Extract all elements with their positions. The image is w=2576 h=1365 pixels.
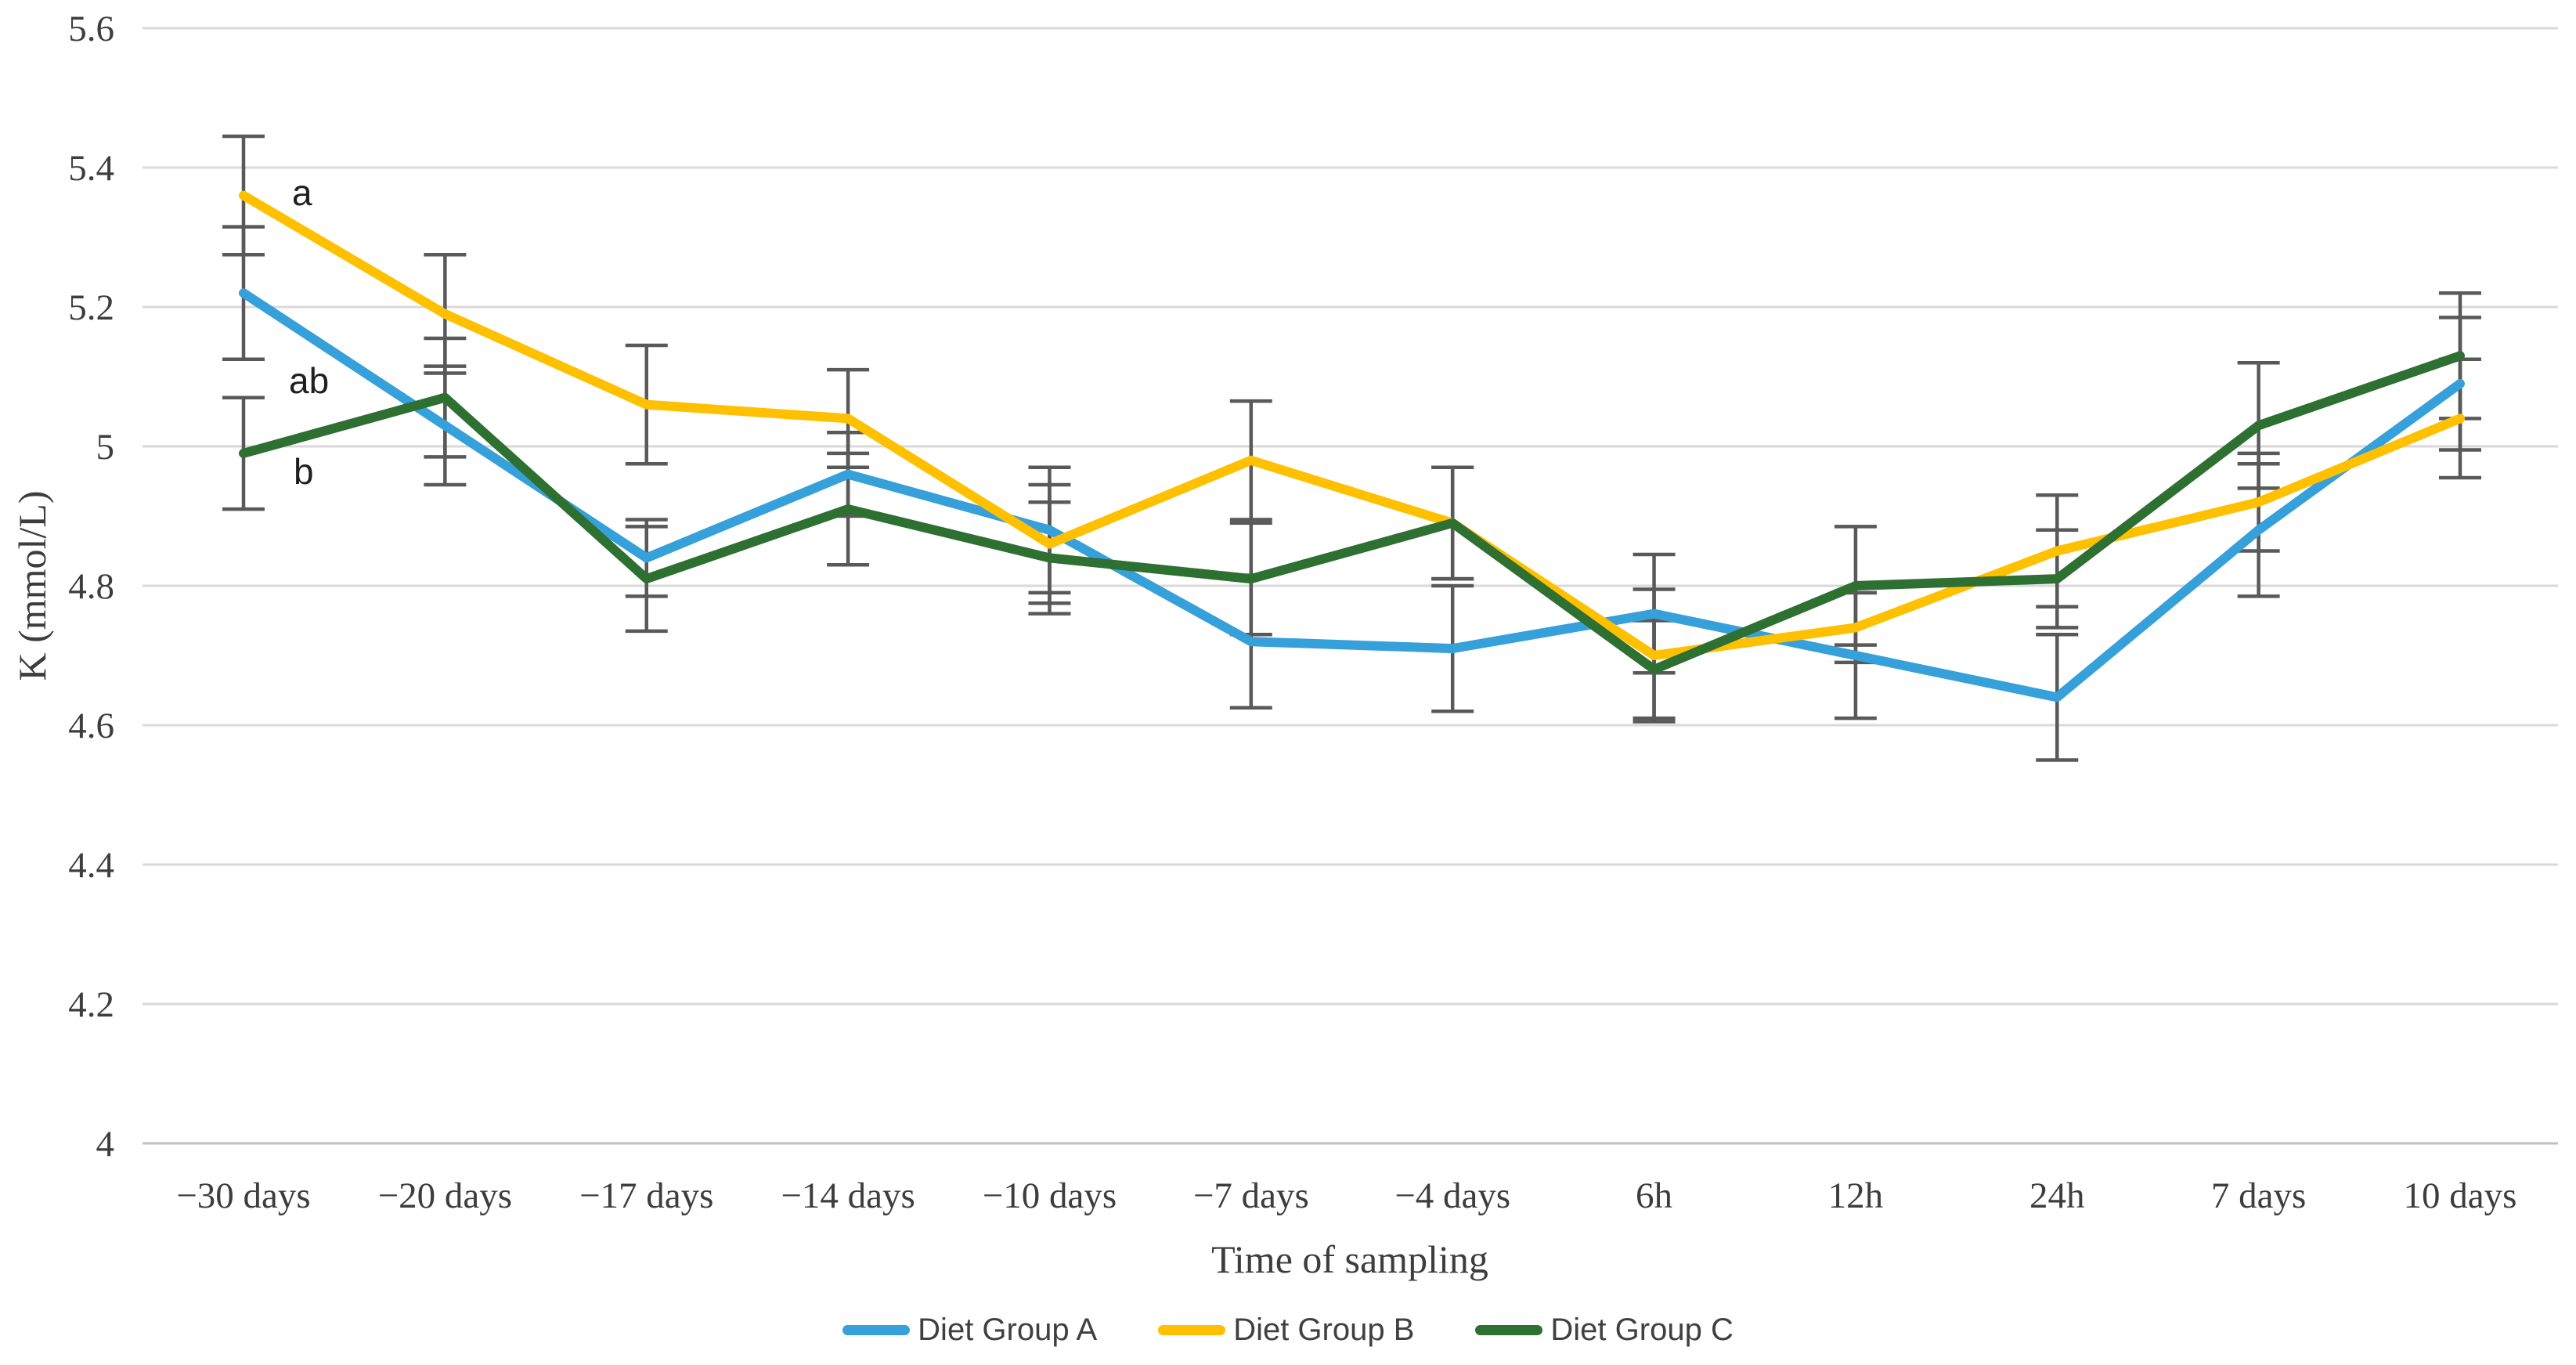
legend-label: Diet Group C [1550,1313,1734,1347]
legend-label: Diet Group A [918,1313,1098,1347]
significance-label: a [292,172,312,213]
x-tick-label: 10 days [2404,1175,2517,1216]
y-tick-label: 5.6 [68,9,114,49]
x-tick-label: −20 days [378,1175,512,1216]
annotations-layer: a ab b [289,172,329,492]
series-layer [239,190,2465,702]
x-tick-label: 7 days [2211,1175,2306,1216]
x-tick-label: −17 days [579,1175,713,1216]
y-tick-label: 5.2 [68,287,114,328]
x-tick-label: −30 days [176,1175,310,1216]
x-tick-label: −7 days [1193,1175,1309,1216]
y-tick-label: 4.8 [68,566,114,607]
error-bars-layer [222,134,2481,762]
legend: Diet Group A Diet Group B Diet Group C [0,1313,2576,1348]
legend-item-diet-group-c: Diet Group C [1475,1313,1734,1348]
x-tick-label: 12h [1828,1175,1884,1216]
legend-item-diet-group-b: Diet Group B [1158,1313,1414,1348]
y-axis-title: K (mmol/L) [10,490,54,681]
legend-label: Diet Group B [1233,1313,1415,1347]
significance-label: b [294,451,314,492]
x-axis-title: Time of sampling [1211,1237,1488,1281]
legend-swatch-diet-group-b [1158,1325,1226,1335]
tick-labels-layer: 5.6 5.4 5.2 5 4.8 4.6 4.4 4.2 4 −30 days −20 days −… [68,9,2516,1216]
y-tick-label: 4 [96,1124,115,1165]
x-tick-label: 24h [2029,1175,2085,1216]
x-tick-label: −4 days [1394,1175,1510,1216]
y-tick-label: 5 [96,427,115,468]
gridlines-layer [143,27,2558,1145]
y-tick-label: 4.6 [68,706,114,746]
legend-swatch-diet-group-c [1475,1325,1543,1335]
x-tick-label: −10 days [983,1175,1117,1216]
significance-label: ab [289,360,329,401]
series-line-diet-group-a [239,288,2465,702]
x-tick-label: −14 days [781,1175,915,1216]
y-tick-label: 4.2 [68,984,114,1025]
legend-swatch-diet-group-a [842,1325,911,1335]
series-line-diet-group-b [239,190,2465,660]
series-line-diet-group-c [239,351,2465,674]
legend-item-diet-group-a: Diet Group A [842,1313,1097,1348]
y-tick-label: 4.4 [68,845,114,886]
x-tick-label: 6h [1636,1175,1672,1216]
y-tick-label: 5.4 [68,148,114,189]
